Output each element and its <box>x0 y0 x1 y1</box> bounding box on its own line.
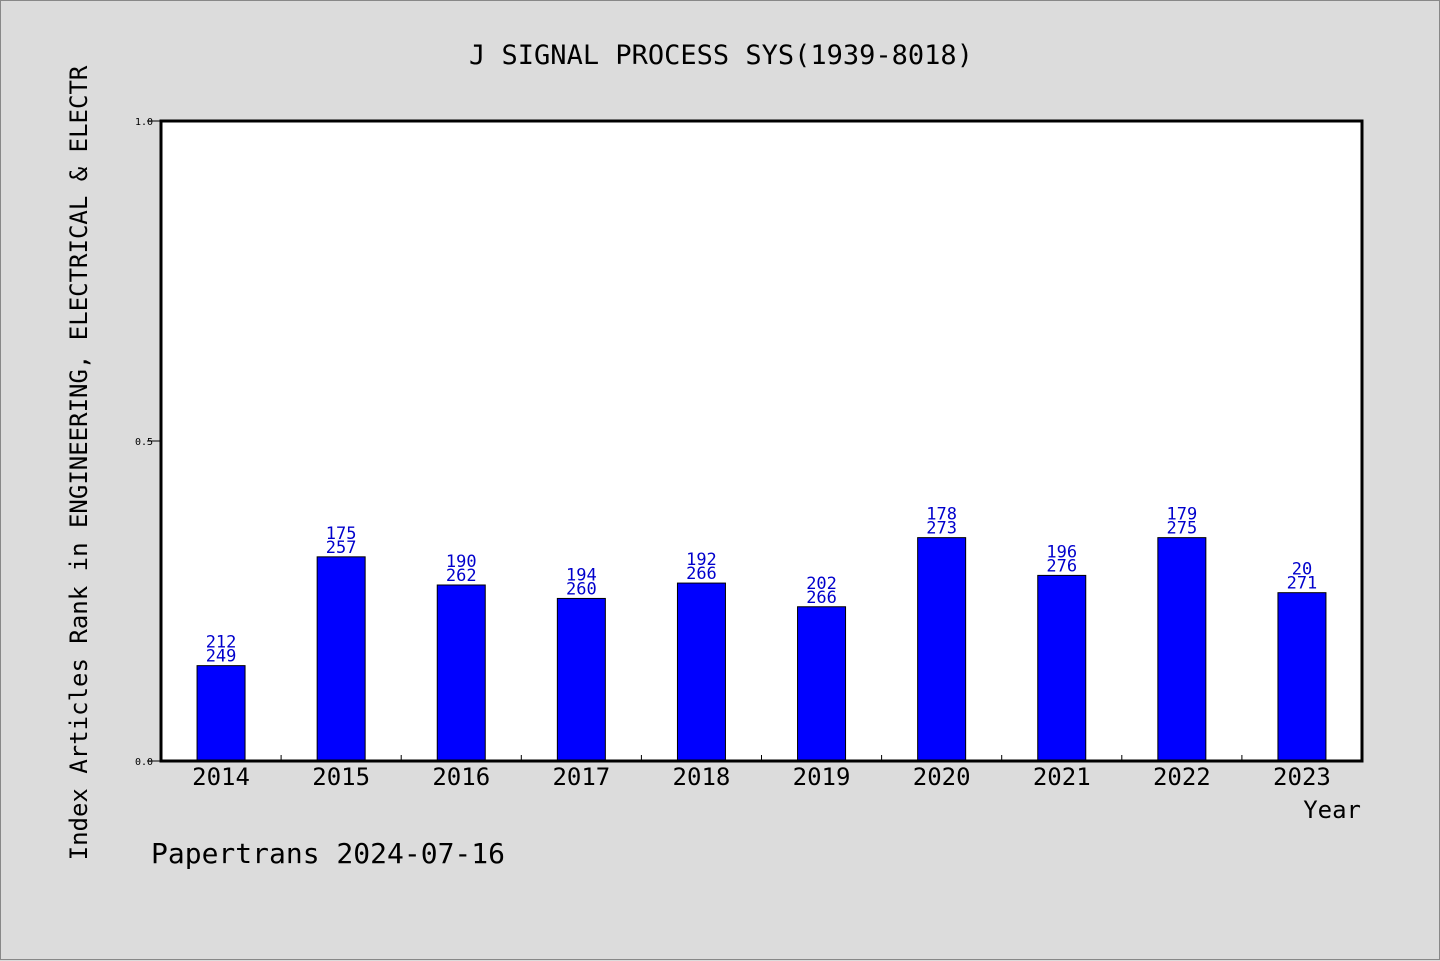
bar-rank-label: 20 <box>1292 560 1312 580</box>
y-tick-label: 1.0 <box>135 117 153 128</box>
bar-2017 <box>556 597 606 762</box>
bar-2018 <box>676 582 726 762</box>
x-tick-label: 2015 <box>312 763 370 791</box>
bar-rank-label: 179 <box>1166 505 1197 525</box>
bar-2023 <box>1277 592 1327 762</box>
bar-rank-label: 196 <box>1046 542 1077 562</box>
x-tick-label: 2017 <box>552 763 610 791</box>
bar-rank-label: 175 <box>326 524 357 544</box>
x-tick-label: 2022 <box>1153 763 1211 791</box>
bar-total-label: 276 <box>1046 556 1077 576</box>
x-tick-label: 2023 <box>1273 763 1331 791</box>
bar-total-label: 260 <box>566 579 597 599</box>
bar-total-label: 262 <box>446 566 477 586</box>
y-tick-label: 0.5 <box>135 437 153 448</box>
bar-total-label: 266 <box>686 564 717 584</box>
x-tick-label: 2016 <box>432 763 490 791</box>
bar-total-label: 273 <box>926 519 957 539</box>
x-tick-label: 2018 <box>673 763 731 791</box>
y-tick-label: 0.0 <box>135 757 153 768</box>
bar-total-label: 266 <box>806 588 837 608</box>
bar-2022 <box>1157 537 1207 762</box>
bar-rank-label: 178 <box>926 505 957 525</box>
bar-rank-label: 190 <box>446 552 477 572</box>
plot-border <box>159 119 1364 763</box>
bar-2021 <box>1037 574 1087 762</box>
x-tick-label: 2019 <box>793 763 851 791</box>
bar-rank-label: 194 <box>566 565 597 585</box>
x-tick-label: 2014 <box>192 763 250 791</box>
y-axis-label: Index Articles Rank in ENGINEERING, ELEC… <box>65 65 93 860</box>
bar-total-label: 257 <box>326 538 357 558</box>
x-axis-label: Year <box>1303 796 1361 824</box>
bar-total-label: 249 <box>206 647 237 667</box>
bar-total-label: 275 <box>1166 519 1197 539</box>
bar-2014 <box>196 665 246 762</box>
bar-total-label: 271 <box>1287 574 1318 594</box>
bar-rank-label: 212 <box>206 633 237 653</box>
bar-rank-label: 192 <box>686 550 717 570</box>
bar-rank-label: 202 <box>806 574 837 594</box>
x-tick-label: 2020 <box>913 763 971 791</box>
bar-2016 <box>436 584 486 762</box>
x-tick-label: 2021 <box>1033 763 1091 791</box>
bar-2020 <box>917 537 967 762</box>
bar-2015 <box>316 556 366 762</box>
footer-stamp: Papertrans 2024-07-16 <box>151 837 505 870</box>
bar-2019 <box>797 606 847 762</box>
chart-title: J SIGNAL PROCESS SYS(1939-8018) <box>469 40 973 71</box>
